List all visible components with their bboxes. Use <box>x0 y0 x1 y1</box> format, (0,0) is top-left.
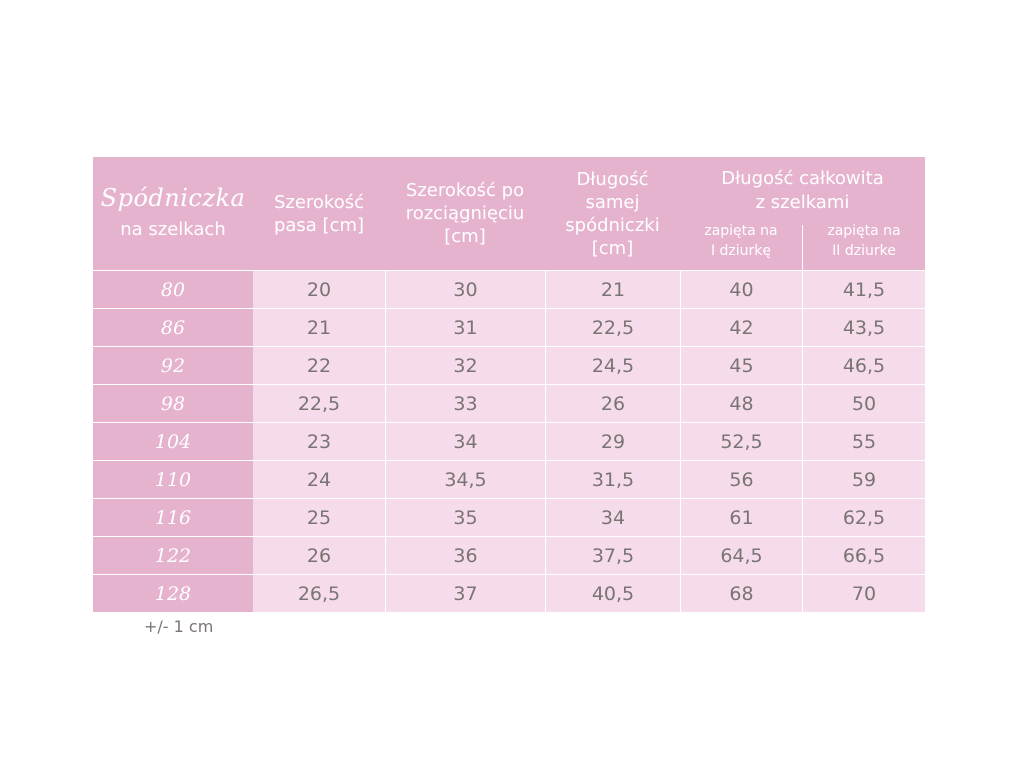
cell-waist: 25 <box>253 499 385 536</box>
cell-length: 22,5 <box>545 309 680 346</box>
cell-total-2: 43,5 <box>802 309 925 346</box>
cell-total-2: 46,5 <box>802 347 925 384</box>
cell-length: 34 <box>545 499 680 536</box>
header-total-sub1-line1: zapięta na <box>704 223 778 239</box>
table-row: 110 24 34,5 31,5 56 59 <box>93 460 925 498</box>
cell-total-1: 42 <box>680 309 802 346</box>
cell-stretched: 34 <box>385 423 545 460</box>
header-total-line2: z szelkami <box>755 192 850 213</box>
table-row: 104 23 34 29 52,5 55 <box>93 422 925 460</box>
table-row: 98 22,5 33 26 48 50 <box>93 384 925 422</box>
sub-divider <box>802 225 803 270</box>
cell-size: 128 <box>93 575 253 612</box>
cell-stretched: 32 <box>385 347 545 384</box>
table-row: 116 25 35 34 61 62,5 <box>93 498 925 536</box>
header-length: Długość samej spódniczki [cm] <box>545 157 680 270</box>
table-header: Spódniczka na szelkach Szerokość pasa [c… <box>93 157 925 270</box>
cell-total-2: 50 <box>802 385 925 422</box>
cell-waist: 24 <box>253 461 385 498</box>
cell-length: 37,5 <box>545 537 680 574</box>
table-body: 80 20 30 21 40 41,5 86 21 31 22,5 42 43,5 92 22 32 24,5… <box>93 270 925 612</box>
table-row: 80 20 30 21 40 41,5 <box>93 270 925 308</box>
header-brand: Spódniczka na szelkach <box>93 157 253 270</box>
cell-total-2: 62,5 <box>802 499 925 536</box>
cell-length: 26 <box>545 385 680 422</box>
brand-title: Spódniczka <box>100 183 246 212</box>
cell-total-1: 40 <box>680 271 802 308</box>
cell-length: 24,5 <box>545 347 680 384</box>
header-total-sub2-line1: zapięta na <box>827 223 901 239</box>
header-total: Długość całkowita z szelkami <box>680 167 925 215</box>
cell-stretched: 35 <box>385 499 545 536</box>
cell-total-1: 56 <box>680 461 802 498</box>
header-stretched: Szerokość po rozciągnięciu [cm] <box>385 157 545 270</box>
cell-total-2: 66,5 <box>802 537 925 574</box>
table-row: 86 21 31 22,5 42 43,5 <box>93 308 925 346</box>
header-length-line1: Długość <box>576 168 649 190</box>
cell-waist: 20 <box>253 271 385 308</box>
header-stretched-line2: rozciągnięciu <box>405 203 525 224</box>
cell-length: 29 <box>545 423 680 460</box>
cell-total-1: 52,5 <box>680 423 802 460</box>
header-stretched-line3: [cm] <box>444 226 486 247</box>
cell-total-1: 48 <box>680 385 802 422</box>
header-length-line4: [cm] <box>591 237 634 259</box>
header-total-group: Długość całkowita z szelkami zapięta na … <box>680 157 925 270</box>
cell-size: 80 <box>93 271 253 308</box>
cell-stretched: 31 <box>385 309 545 346</box>
cell-stretched: 33 <box>385 385 545 422</box>
cell-waist: 22 <box>253 347 385 384</box>
cell-size: 110 <box>93 461 253 498</box>
cell-waist: 26 <box>253 537 385 574</box>
cell-waist: 22,5 <box>253 385 385 422</box>
cell-size: 92 <box>93 347 253 384</box>
header-length-line2: samej <box>585 191 640 213</box>
cell-total-1: 68 <box>680 575 802 612</box>
cell-total-2: 70 <box>802 575 925 612</box>
header-total-sub2-line2: II dziurke <box>832 243 896 259</box>
header-waist-line1: Szerokość <box>273 191 365 213</box>
table-row: 92 22 32 24,5 45 46,5 <box>93 346 925 384</box>
brand-subtitle: na szelkach <box>120 218 226 240</box>
table-row: 128 26,5 37 40,5 68 70 <box>93 574 925 612</box>
cell-stretched: 30 <box>385 271 545 308</box>
cell-waist: 26,5 <box>253 575 385 612</box>
header-stretched-line1: Szerokość po <box>405 180 525 201</box>
cell-waist: 21 <box>253 309 385 346</box>
cell-length: 21 <box>545 271 680 308</box>
cell-size: 98 <box>93 385 253 422</box>
cell-stretched: 36 <box>385 537 545 574</box>
cell-size: 86 <box>93 309 253 346</box>
size-table: Spódniczka na szelkach Szerokość pasa [c… <box>93 157 925 612</box>
header-total-sub1: zapięta na I dziurkę <box>680 221 802 261</box>
cell-size: 122 <box>93 537 253 574</box>
cell-length: 40,5 <box>545 575 680 612</box>
cell-total-2: 59 <box>802 461 925 498</box>
cell-total-1: 61 <box>680 499 802 536</box>
cell-stretched: 34,5 <box>385 461 545 498</box>
table-row: 122 26 36 37,5 64,5 66,5 <box>93 536 925 574</box>
cell-stretched: 37 <box>385 575 545 612</box>
header-waist: Szerokość pasa [cm] <box>253 157 385 270</box>
cell-total-1: 64,5 <box>680 537 802 574</box>
header-length-line3: spódniczki <box>565 214 660 236</box>
cell-size: 104 <box>93 423 253 460</box>
cell-total-2: 41,5 <box>802 271 925 308</box>
header-waist-line2: pasa [cm] <box>273 214 365 236</box>
header-total-sub1-line2: I dziurkę <box>710 243 772 259</box>
header-total-line1: Długość całkowita <box>721 168 884 189</box>
tolerance-note: +/- 1 cm <box>144 617 214 636</box>
cell-size: 116 <box>93 499 253 536</box>
cell-waist: 23 <box>253 423 385 460</box>
cell-length: 31,5 <box>545 461 680 498</box>
cell-total-2: 55 <box>802 423 925 460</box>
cell-total-1: 45 <box>680 347 802 384</box>
header-total-sub2: zapięta na II dziurke <box>803 221 925 261</box>
